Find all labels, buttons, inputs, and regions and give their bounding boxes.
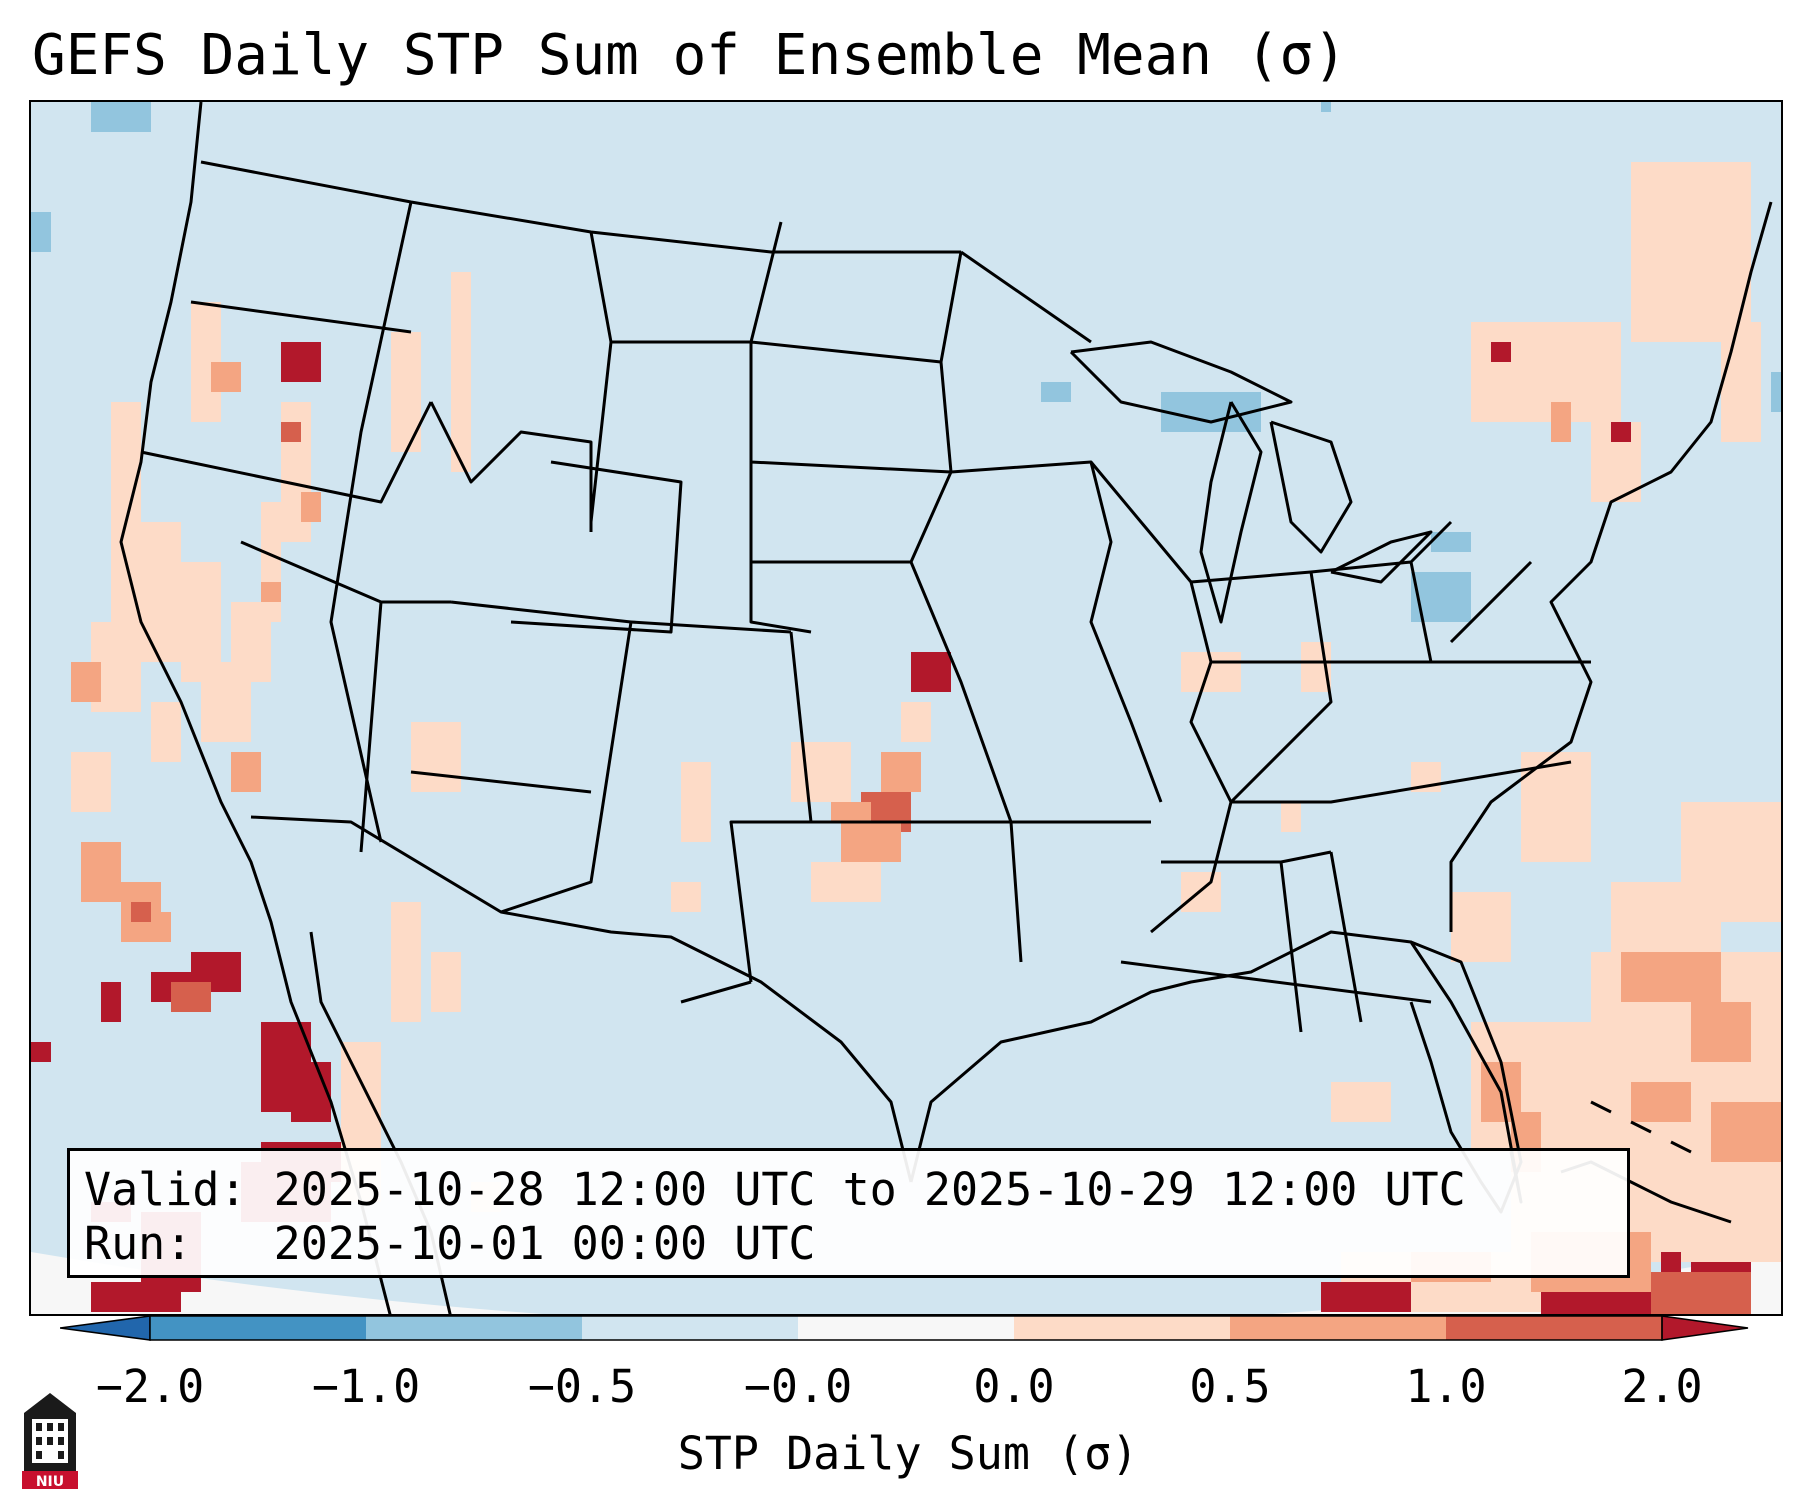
states-east — [950, 250, 1591, 1033]
colorbar — [60, 1315, 1749, 1341]
stp-cells-west-coast — [71, 272, 851, 1212]
plot-title: GEFS Daily STP Sum of Ensemble Mean (σ) — [32, 23, 1347, 88]
stp-cells-plains — [811, 652, 951, 902]
border-canada — [200, 160, 961, 254]
west-coastline — [119, 102, 392, 1314]
colorbar-tick-label: 0.0 — [973, 1360, 1055, 1413]
run-label: Run: — [84, 1217, 193, 1270]
colorbar-bin-5 — [1014, 1316, 1230, 1340]
lake-michigan — [1199, 401, 1263, 624]
stp-cells-west-coast-mid — [131, 422, 301, 1012]
niu-logo-icon: NIU — [22, 1393, 78, 1490]
run-value: 2025-10-01 00:00 UTC — [273, 1217, 816, 1270]
valid-run-info-box: Valid: 2025-10-28 12:00 UTC to 2025-10-2… — [67, 1148, 1630, 1278]
lake-huron — [1269, 420, 1353, 554]
stp-cells-negative — [31, 102, 1781, 622]
colorbar-tick-label: 2.0 — [1621, 1360, 1703, 1413]
valid-row: Valid: 2025-10-28 12:00 UTC to 2025-10-2… — [84, 1163, 1627, 1217]
colorbar-tick-label: −0.0 — [743, 1360, 853, 1413]
colorbar-bin-1 — [150, 1316, 366, 1340]
east-coast — [1449, 201, 1773, 932]
valid-label: Valid: — [84, 1163, 247, 1216]
map-panel — [29, 100, 1783, 1316]
stp-cells-east — [1181, 162, 1781, 1312]
states-west — [140, 201, 683, 914]
lake-superior — [1069, 340, 1293, 424]
map-svg — [31, 102, 1781, 1314]
lake-erie — [1330, 530, 1433, 584]
run-row: Run: 2025-10-01 00:00 UTC — [84, 1217, 1627, 1271]
stp-cells-east-mid — [1651, 1272, 1751, 1314]
colorbar-tick-label: −2.0 — [95, 1360, 205, 1413]
colorbar-bin-7 — [1446, 1316, 1662, 1340]
boundary-lines — [119, 102, 1773, 1314]
states-central — [589, 221, 1151, 1004]
stp-cells-west-coast-strong — [71, 362, 321, 942]
colorbar-bin-6 — [1230, 1316, 1446, 1340]
colorbar-bin-3 — [582, 1316, 798, 1340]
colorbar-extend-high — [1661, 1315, 1749, 1341]
colorbar-label: STP Daily Sum (σ) — [677, 1427, 1139, 1480]
colorbar-bin-2 — [366, 1316, 582, 1340]
valid-value: 2025-10-28 12:00 UTC to 2025-10-29 12:00… — [273, 1163, 1466, 1216]
colorbar-tick-label: −0.5 — [527, 1360, 637, 1413]
mx-border — [250, 815, 913, 1183]
colorbar-extend-low — [60, 1315, 151, 1341]
colorbar-bin-4 — [798, 1316, 1014, 1340]
colorbar-tick-label: −1.0 — [311, 1360, 421, 1413]
gulf-coast — [909, 930, 1523, 1204]
niu-logo-text: NIU — [36, 1474, 64, 1490]
colorbar-tick-label: 0.5 — [1189, 1360, 1271, 1413]
colorbar-tick-label: 1.0 — [1405, 1360, 1487, 1413]
